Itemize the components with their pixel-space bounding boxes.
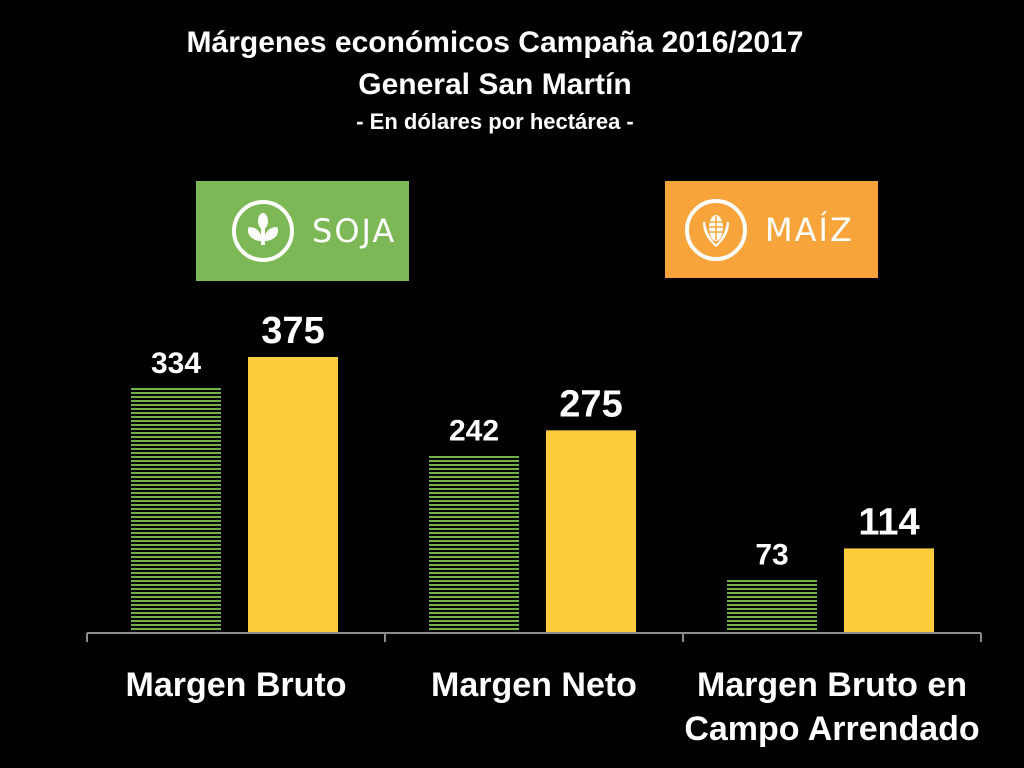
- legend-soja: SOJA: [196, 181, 409, 281]
- value-label-soja-2: 73: [755, 538, 788, 571]
- plant-icon: [232, 200, 294, 262]
- category-label-2-line1: Campo Arrendado: [684, 710, 979, 748]
- bar-maiz-0: [248, 357, 338, 632]
- chart-subtitle: General San Martín: [358, 68, 632, 101]
- category-label-0: Margen Bruto: [126, 666, 347, 704]
- value-label-maiz-0: 375: [261, 310, 324, 352]
- legend-maiz-label: MAÍZ: [765, 210, 854, 249]
- bar-soja-0: [131, 387, 221, 632]
- value-label-maiz-2: 114: [858, 501, 919, 543]
- value-label-soja-0: 334: [151, 347, 201, 380]
- unit-note: - En dólares por hectárea -: [356, 109, 634, 134]
- category-label-1: Margen Neto: [431, 666, 637, 704]
- legend-soja-label: SOJA: [312, 212, 397, 250]
- bar-soja-2: [727, 578, 817, 632]
- corn-icon: [685, 198, 747, 261]
- category-label-2-line0: Margen Bruto en: [697, 666, 967, 704]
- chart-titles: Márgenes económicos Campaña 2016/2017 Ge…: [0, 24, 990, 136]
- value-label-soja-1: 242: [449, 415, 499, 448]
- bar-maiz-1: [546, 430, 636, 632]
- chart-title: Márgenes económicos Campaña 2016/2017: [186, 26, 804, 59]
- bar-soja-1: [429, 454, 519, 632]
- legend-maiz: MAÍZ: [665, 181, 878, 278]
- bar-maiz-2: [844, 548, 934, 632]
- value-label-maiz-1: 275: [559, 383, 622, 425]
